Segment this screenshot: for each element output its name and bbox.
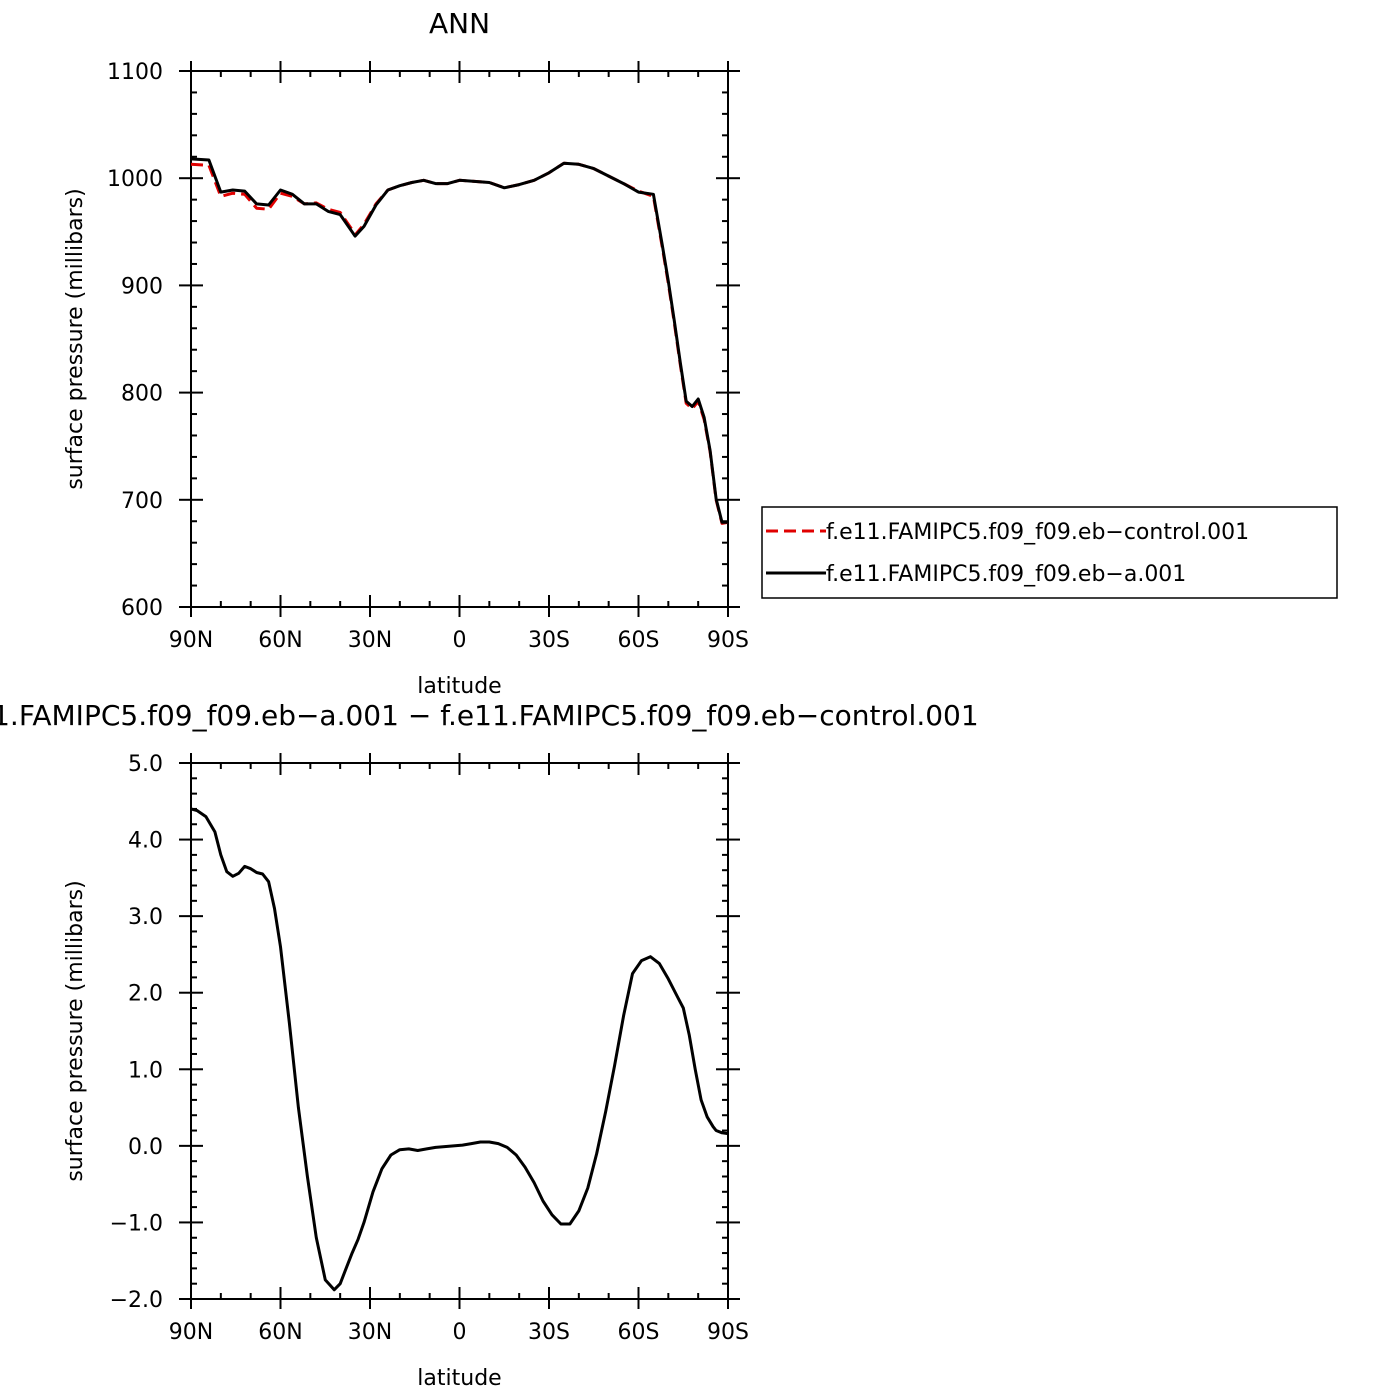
x-tick-label: 30N [348, 628, 392, 653]
series-line-0 [190, 161, 729, 525]
plot-frame [190, 70, 729, 608]
x-axis-label: latitude [417, 674, 501, 699]
chart-title: f.e11.FAMIPC5.f09_f09.eb−a.001 − f.e11.F… [0, 699, 979, 732]
x-tick-label: 30S [528, 628, 570, 653]
x-tick-label: 60S [618, 628, 660, 653]
x-tick-label: 90N [169, 1320, 213, 1345]
legend-label-1: f.e11.FAMIPC5.f09_f09.eb−a.001 [826, 562, 1186, 587]
y-tick-label: 1000 [107, 167, 163, 192]
x-tick-label: 90N [169, 628, 213, 653]
y-tick-label: 700 [121, 489, 163, 514]
y-axis-label: surface pressure (millibars) [63, 880, 88, 1181]
y-tick-label: 600 [121, 596, 163, 621]
y-tick-label: −1.0 [110, 1211, 163, 1236]
x-tick-label: 0 [453, 628, 467, 653]
y-tick-label: 5.0 [128, 752, 163, 777]
legend-label-0: f.e11.FAMIPC5.f09_f09.eb−control.001 [826, 520, 1249, 545]
y-tick-label: 0.0 [128, 1135, 163, 1160]
legend-frame [761, 506, 1338, 599]
x-tick-label: 60S [618, 1320, 660, 1345]
y-tick-label: 800 [121, 382, 163, 407]
y-tick-label: 4.0 [128, 829, 163, 854]
chart-top-surface-pressure: ANN 90N 60N 30N 0 30S 60S 90S 600 700 800 900 1000 11… [63, 7, 1338, 699]
y-tick-label: 2.0 [128, 982, 163, 1007]
y-axis-label: surface pressure (millibars) [63, 188, 88, 489]
chart-bottom-difference: f.e11.FAMIPC5.f09_f09.eb−a.001 − f.e11.F… [0, 699, 979, 1391]
series-line-0 [190, 807, 729, 1292]
x-axis-label: latitude [417, 1366, 501, 1391]
x-tick-label: 0 [453, 1320, 467, 1345]
y-tick-label: 900 [121, 274, 163, 299]
x-tick-label: 60N [258, 1320, 302, 1345]
x-tick-label: 60N [258, 628, 302, 653]
x-tick-label: 90S [707, 1320, 749, 1345]
chart-title: ANN [429, 7, 490, 40]
series-line-1 [190, 157, 728, 524]
y-tick-label: 1.0 [128, 1058, 163, 1083]
x-tick-label: 30N [348, 1320, 392, 1345]
legend: f.e11.FAMIPC5.f09_f09.eb−control.001 f.e1… [761, 506, 1338, 599]
plot-frame [190, 762, 729, 1300]
x-tick-label: 90S [707, 628, 749, 653]
x-tick-label: 30S [528, 1320, 570, 1345]
y-tick-label: 3.0 [128, 905, 163, 930]
y-tick-label: −2.0 [110, 1288, 163, 1313]
y-tick-label: 1100 [107, 60, 163, 85]
